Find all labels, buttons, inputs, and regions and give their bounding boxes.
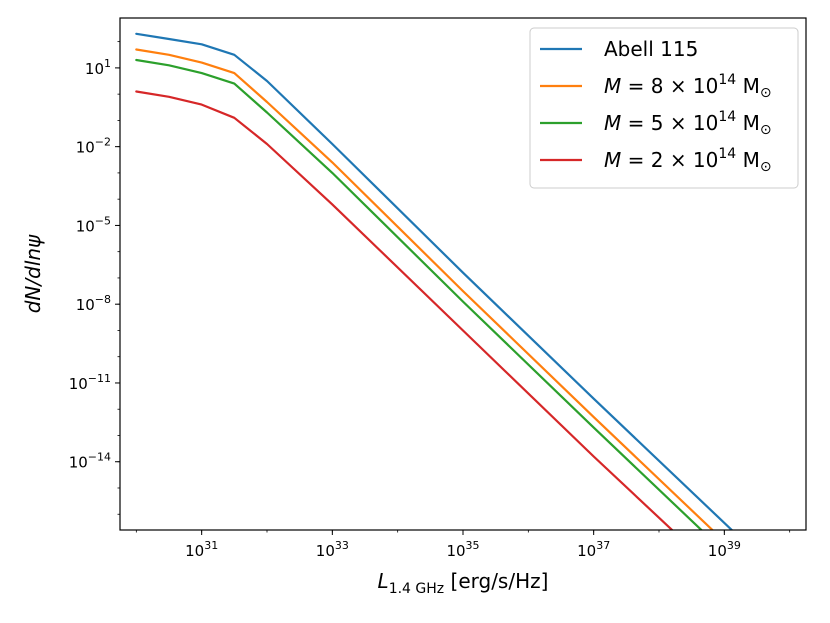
y-axis-label: dN/dlnψ — [21, 234, 45, 313]
y-axis-ticks: 101 10−2 10−5 10−8 10−11 10−14 — [69, 41, 120, 515]
x-tick-label: 1031 — [185, 539, 218, 560]
x-axis-label: L1.4 GHz [erg/s/Hz] — [378, 569, 549, 597]
x-tick-label: 1039 — [708, 539, 741, 560]
legend-label: Abell 115 — [604, 37, 698, 61]
x-tick-label: 1037 — [577, 539, 610, 560]
y-tick-label: 10−14 — [69, 451, 111, 472]
legend-label: M = 5 × 1014 M⊙ — [604, 109, 772, 138]
series-layer — [135, 32, 734, 530]
legend-label: M = 2 × 1014 M⊙ — [604, 146, 772, 175]
series-line-3 — [135, 90, 674, 530]
legend-box — [529, 27, 799, 189]
series-line-1 — [135, 48, 715, 530]
x-axis-ticks: 1031 1033 1035 1037 1039 — [135, 530, 791, 560]
y-tick-label: 10−11 — [69, 372, 111, 393]
legend-label: M = 8 × 1014 M⊙ — [604, 72, 772, 101]
y-tick-label: 10−2 — [76, 136, 111, 157]
y-tick-label: 101 — [85, 57, 111, 78]
x-tick-label: 1035 — [446, 539, 479, 560]
y-tick-label: 10−5 — [76, 214, 111, 235]
x-tick-label: 1033 — [316, 539, 349, 560]
y-tick-label: 10−8 — [76, 293, 111, 314]
series-line-0 — [135, 32, 734, 530]
series-line-2 — [135, 58, 703, 530]
legend: Abell 115 M = 8 × 1014 M⊙ M = 5 × 1014 M⊙ M… — [529, 27, 799, 189]
